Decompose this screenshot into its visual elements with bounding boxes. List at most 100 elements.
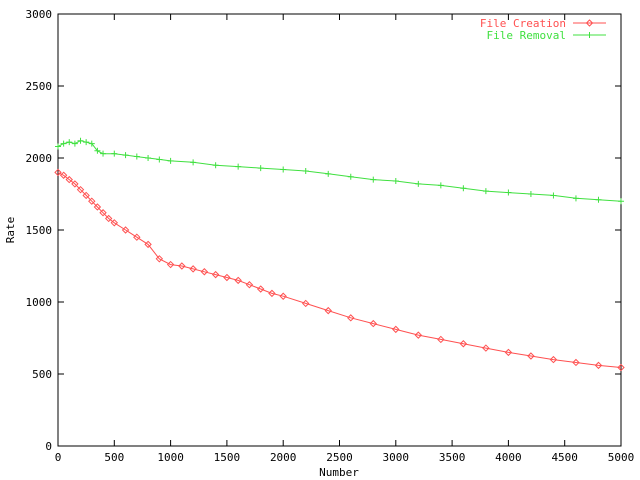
x-tick-label: 5000 <box>608 451 635 464</box>
data-point <box>88 140 95 147</box>
data-point <box>111 150 118 157</box>
data-point <box>572 358 580 367</box>
data-point <box>437 182 444 189</box>
x-tick-label: 3500 <box>439 451 466 464</box>
y-tick-label: 2000 <box>26 152 53 165</box>
legend-marker <box>586 32 593 38</box>
x-tick-label: 0 <box>55 451 62 464</box>
data-point <box>212 162 219 169</box>
x-tick-label: 1000 <box>157 451 184 464</box>
data-point <box>617 363 625 372</box>
data-point <box>133 233 141 241</box>
data-point <box>572 195 579 202</box>
legend-label: File Removal <box>487 29 566 42</box>
data-point <box>156 156 163 163</box>
data-point <box>595 196 602 203</box>
data-point <box>189 265 197 273</box>
data-point <box>234 276 242 285</box>
data-point <box>59 171 68 179</box>
data-point <box>66 139 73 146</box>
data-point <box>347 314 355 322</box>
data-point <box>257 165 264 172</box>
x-tick-label: 4500 <box>551 451 578 464</box>
data-point <box>415 180 422 187</box>
data-point <box>60 140 67 147</box>
data-point <box>392 325 400 334</box>
data-point <box>369 319 377 328</box>
data-point <box>54 168 62 177</box>
data-point <box>110 219 119 227</box>
data-point <box>65 175 73 184</box>
data-point <box>88 197 96 205</box>
series-line <box>57 140 622 202</box>
x-tick-label: 1500 <box>214 451 241 464</box>
data-point <box>76 185 85 194</box>
series-1 <box>55 137 624 205</box>
y-tick-label: 500 <box>32 368 52 381</box>
x-tick-label: 3000 <box>383 451 410 464</box>
data-point <box>256 285 265 293</box>
plot-frame <box>57 13 622 447</box>
data-point <box>302 299 310 308</box>
data-point <box>392 178 399 185</box>
x-tick-label: 2000 <box>270 451 297 464</box>
data-point <box>459 340 468 348</box>
data-point <box>144 240 152 249</box>
data-point <box>200 268 209 276</box>
data-point <box>279 292 287 300</box>
data-point <box>178 262 186 270</box>
data-point <box>77 137 84 144</box>
data-point <box>190 159 197 166</box>
x-axis-label: Number <box>319 466 359 479</box>
axes: 0 500 1000 1500 2000 2500 3000 3500 4000 4500 5000… <box>26 8 635 464</box>
data-point <box>166 260 175 269</box>
data-point <box>527 191 534 197</box>
y-tick-label: 2500 <box>26 80 53 93</box>
data-point <box>482 188 489 195</box>
data-point <box>55 143 61 150</box>
x-tick-label: 4000 <box>495 451 522 464</box>
data-point <box>550 192 557 199</box>
data-point <box>504 348 513 357</box>
series-layer <box>54 137 625 372</box>
data-point <box>122 152 129 159</box>
data-point <box>347 173 354 180</box>
data-point <box>302 167 309 174</box>
y-tick-label: 1000 <box>26 296 53 309</box>
data-point <box>527 352 535 360</box>
series-line <box>57 171 622 368</box>
data-point <box>104 214 113 223</box>
data-point <box>145 155 152 161</box>
data-point <box>280 166 287 173</box>
data-point <box>482 344 490 352</box>
legend-marker <box>585 19 594 27</box>
data-point <box>549 355 558 364</box>
data-point <box>460 185 467 192</box>
data-point <box>71 180 79 188</box>
data-point <box>370 176 377 183</box>
y-tick-label: 0 <box>45 440 52 453</box>
data-point <box>211 270 220 279</box>
data-point <box>594 361 603 370</box>
data-point <box>235 163 242 170</box>
y-axis-label: Rate <box>4 217 17 244</box>
data-point <box>505 189 512 196</box>
data-point <box>71 140 78 147</box>
data-point <box>325 170 332 177</box>
data-point <box>99 209 107 217</box>
legend-label: File Creation <box>480 17 566 30</box>
y-tick-label: 1500 <box>26 224 53 237</box>
data-point <box>94 147 101 154</box>
data-point <box>245 281 254 289</box>
x-tick-label: 2500 <box>326 451 353 464</box>
data-point <box>93 203 102 211</box>
data-point <box>268 289 276 298</box>
series-0 <box>54 168 625 372</box>
data-point <box>223 273 231 282</box>
data-point <box>167 157 174 164</box>
data-point <box>155 255 164 263</box>
data-point <box>618 198 624 205</box>
